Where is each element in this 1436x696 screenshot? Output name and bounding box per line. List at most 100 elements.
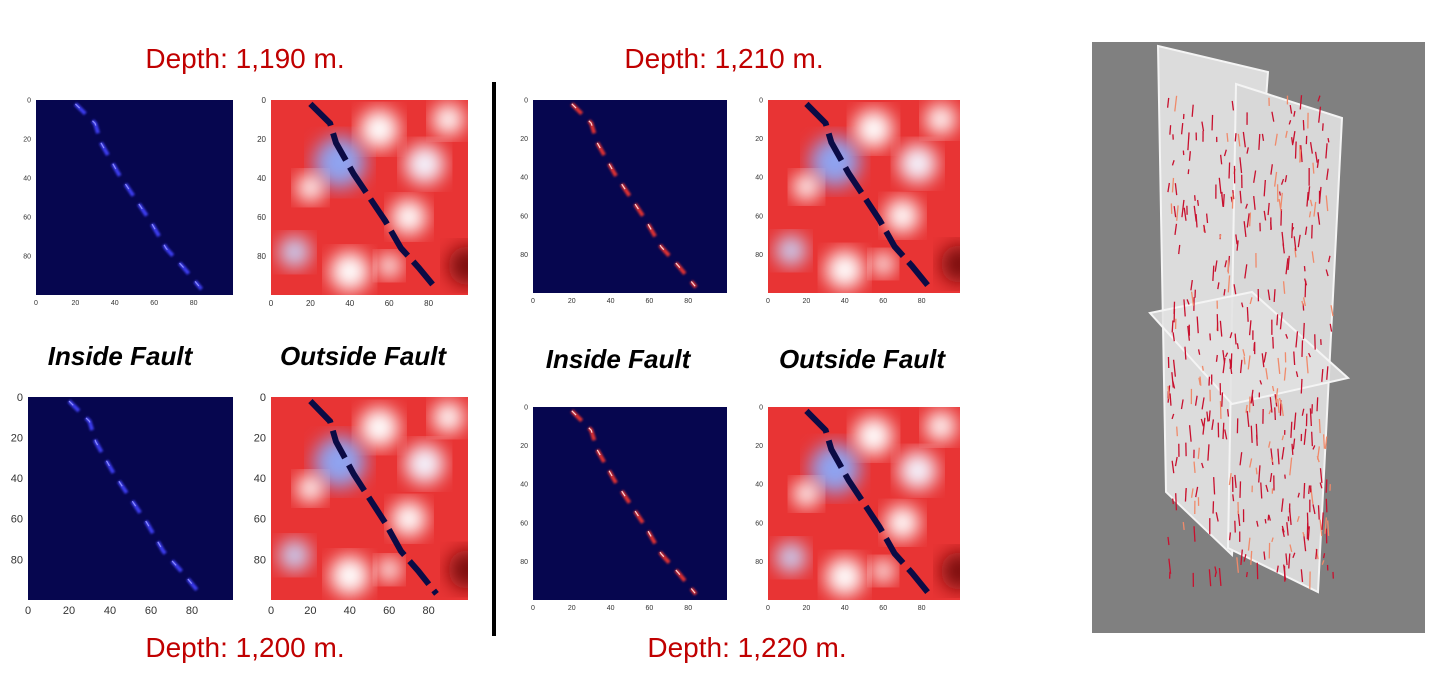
panel-background xyxy=(533,100,727,293)
speck xyxy=(1277,448,1280,465)
speck xyxy=(1196,199,1200,206)
speck xyxy=(1289,104,1293,114)
speck xyxy=(1227,275,1231,293)
speck xyxy=(1296,516,1300,522)
blob xyxy=(775,235,807,266)
speck xyxy=(1221,194,1224,207)
speck xyxy=(1313,201,1317,217)
speck xyxy=(1171,160,1175,166)
y-tick-label: 20 xyxy=(520,136,528,143)
blob xyxy=(854,109,893,149)
speck xyxy=(1274,133,1278,146)
speck xyxy=(1303,534,1307,552)
speck xyxy=(1242,131,1246,148)
speck xyxy=(1246,147,1249,154)
volume-view xyxy=(1092,42,1425,633)
fault-core xyxy=(68,400,201,595)
speck xyxy=(1209,333,1212,341)
speck xyxy=(1172,332,1175,342)
blob xyxy=(432,401,465,434)
speck xyxy=(1171,460,1175,474)
y-tick-label: 0 xyxy=(524,97,528,104)
speck xyxy=(1302,297,1307,307)
speck xyxy=(1293,351,1296,366)
speck xyxy=(1193,195,1196,201)
speck xyxy=(1187,325,1191,341)
speck xyxy=(1167,182,1170,193)
y-tick-label: 80 xyxy=(257,252,266,261)
y-tick-label: 20 xyxy=(257,135,266,144)
speck xyxy=(1265,484,1269,492)
x-tick-label: 60 xyxy=(385,299,394,308)
speck xyxy=(1312,162,1315,174)
speck xyxy=(1271,537,1274,543)
x-tick-label: 20 xyxy=(803,605,811,612)
x-tick-label: 80 xyxy=(684,298,692,305)
speck xyxy=(1304,226,1308,235)
speck xyxy=(1183,299,1186,317)
speck xyxy=(1201,365,1204,371)
x-tick-label: 20 xyxy=(304,605,316,617)
speck xyxy=(1281,528,1285,537)
speck xyxy=(1325,479,1328,493)
speck xyxy=(1292,552,1296,559)
speck xyxy=(1291,443,1294,456)
speck xyxy=(1186,299,1190,305)
speck xyxy=(1275,388,1279,403)
speck xyxy=(1280,178,1285,185)
x-tick-label: 20 xyxy=(63,605,75,617)
speck xyxy=(1278,198,1282,212)
plane xyxy=(1148,290,1351,406)
dark-blob xyxy=(448,549,468,590)
blob xyxy=(330,251,370,292)
speck xyxy=(1234,333,1237,345)
speck xyxy=(1187,132,1190,151)
speck xyxy=(1171,413,1175,420)
speck xyxy=(1172,359,1177,377)
x-tick-label: 0 xyxy=(34,300,38,307)
speck xyxy=(1286,522,1289,536)
speck xyxy=(1201,462,1204,469)
speck xyxy=(1176,426,1178,437)
speck xyxy=(1325,498,1328,513)
speck xyxy=(1318,186,1322,203)
speck xyxy=(1267,289,1271,301)
blob xyxy=(404,444,445,484)
x-tick-label: 60 xyxy=(145,605,157,617)
speck xyxy=(1250,425,1253,443)
speck xyxy=(1319,519,1323,537)
speck xyxy=(1239,452,1243,466)
speck xyxy=(1303,482,1306,499)
speck xyxy=(1263,551,1266,560)
speck xyxy=(1207,444,1210,461)
y-tick-label: 40 xyxy=(755,482,763,489)
fault-label: Inside Fault xyxy=(48,341,194,371)
speck xyxy=(1174,95,1178,112)
y-tick-label: 0 xyxy=(17,392,23,404)
speck xyxy=(1285,553,1288,566)
y-tick-label: 80 xyxy=(254,554,266,566)
speck xyxy=(1167,536,1170,546)
speck xyxy=(1251,395,1255,407)
speck xyxy=(1205,213,1209,224)
speck xyxy=(1222,422,1225,440)
speck xyxy=(1249,297,1253,305)
blob xyxy=(925,410,957,442)
speck xyxy=(1285,333,1289,339)
speck xyxy=(1202,417,1206,435)
y-tick-label: 40 xyxy=(520,175,528,182)
speck xyxy=(1193,461,1196,473)
speck xyxy=(1183,207,1187,221)
speck xyxy=(1268,409,1272,415)
x-tick-label: 40 xyxy=(841,605,849,612)
speck xyxy=(1173,206,1177,218)
speck xyxy=(1326,366,1329,380)
blob xyxy=(296,173,325,202)
blob xyxy=(792,480,820,508)
panel-background xyxy=(533,407,727,600)
speck xyxy=(1325,269,1329,277)
blob xyxy=(898,144,937,183)
y-tick-label: 60 xyxy=(23,214,31,221)
outer-panel xyxy=(768,100,960,293)
speck xyxy=(1248,212,1252,227)
